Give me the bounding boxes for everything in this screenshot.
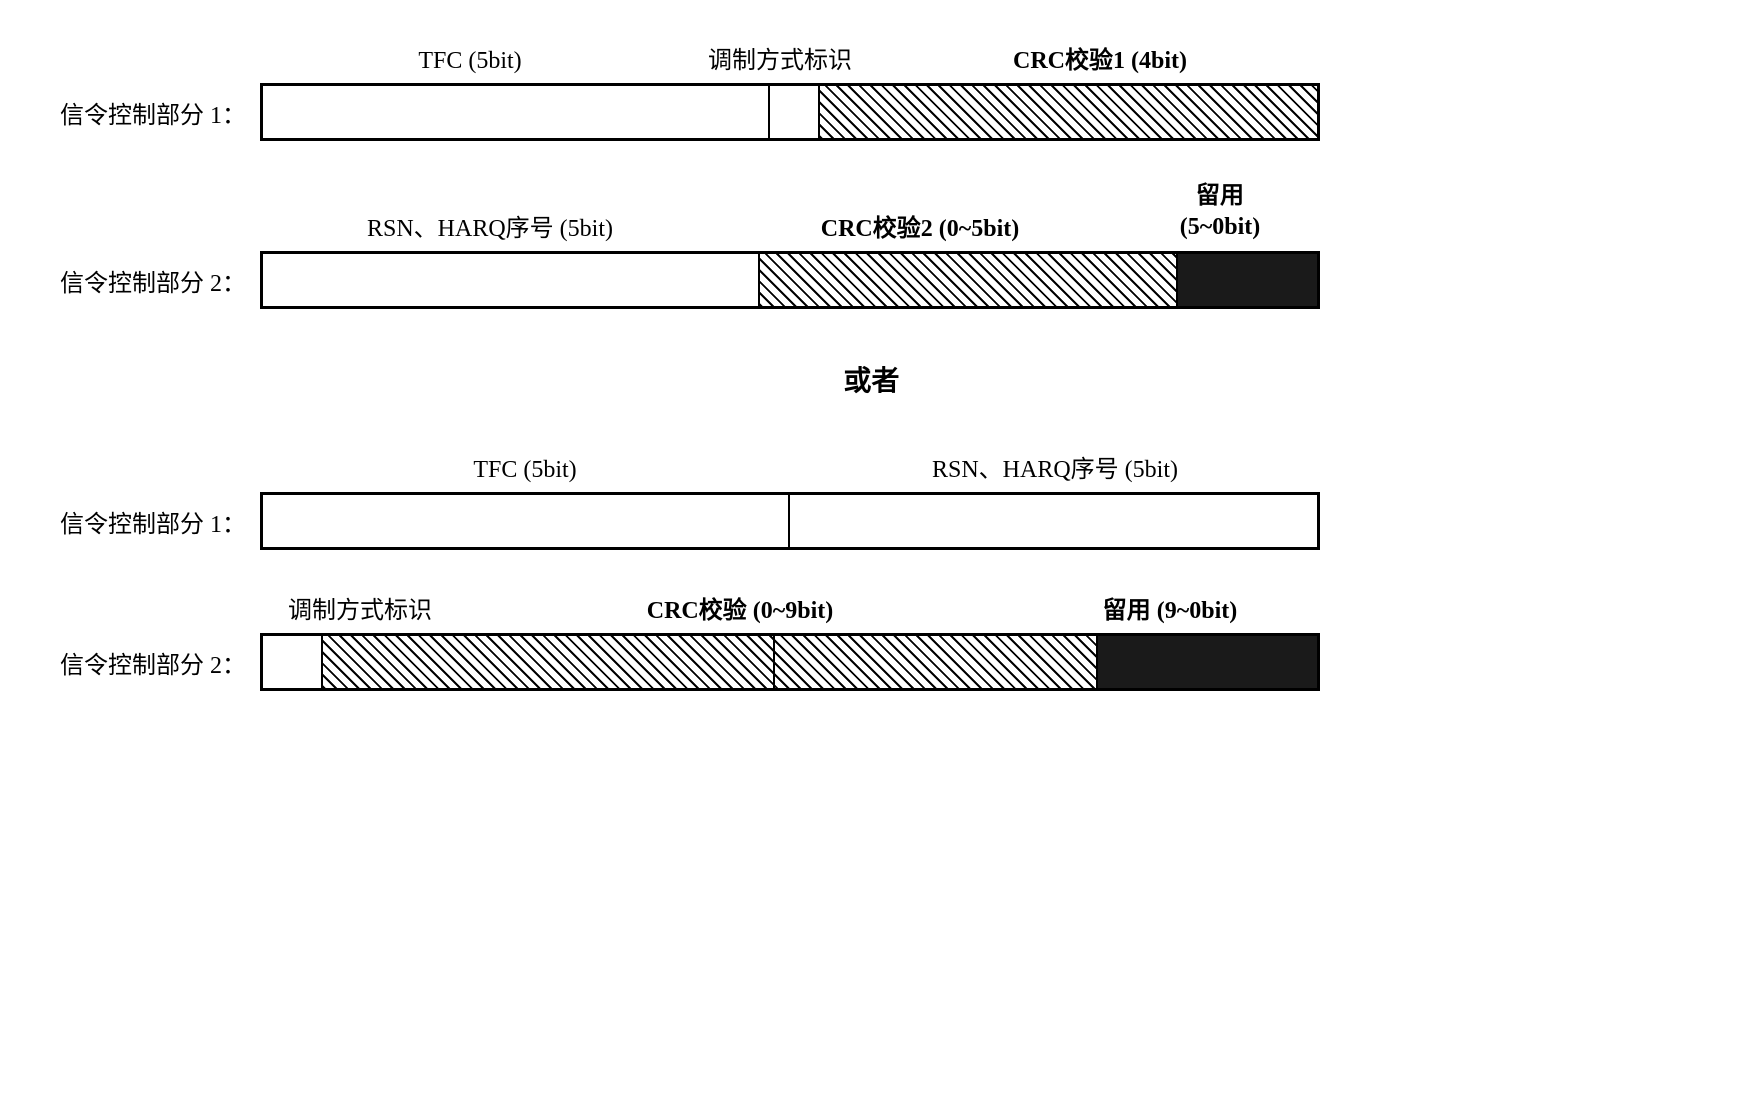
d2r1-seg-1	[790, 495, 1317, 547]
d1r2-seg-1	[760, 254, 1178, 306]
d2r2-seg-1	[323, 636, 1099, 688]
d2r2-seg-1-divider	[773, 636, 775, 688]
d1-row2-bar	[260, 251, 1320, 309]
d1r2-label-rsn: RSN、HARQ序号 (5bit)	[260, 208, 720, 243]
d2r1-label-tfc: TFC (5bit)	[260, 457, 790, 484]
d1-row2-rowlabel: 信令控制部分 2：	[60, 263, 260, 298]
d2-row2-bar	[260, 633, 1320, 691]
d2-row2-bar-row: 信令控制部分 2：	[60, 633, 1683, 691]
d1-row1-bar	[260, 83, 1320, 141]
d2-row1-rowlabel: 信令控制部分 1：	[60, 504, 260, 539]
d1r2-seg-2	[1178, 254, 1317, 306]
d2r2-seg-0	[263, 636, 323, 688]
d1-row2-bar-row: 信令控制部分 2：	[60, 251, 1683, 309]
d1r2-seg-0	[263, 254, 760, 306]
d1r2-label-reserved-line2: (5~0bit)	[1180, 214, 1260, 240]
d2r1-label-rsn: RSN、HARQ序号 (5bit)	[790, 449, 1320, 484]
d1-row1-bar-row: 信令控制部分 1：	[60, 83, 1683, 141]
d1-row1-labels: TFC (5bit) 调制方式标识 CRC校验1 (4bit)	[260, 40, 1683, 75]
separator-or: 或者	[60, 359, 1683, 399]
d1r2-label-reserved-line1: 留用	[1196, 183, 1244, 209]
d1r1-seg-0	[263, 86, 770, 138]
diagram-group-1: TFC (5bit) 调制方式标识 CRC校验1 (4bit) 信令控制部分 1…	[60, 40, 1683, 309]
d2-row2-rowlabel: 信令控制部分 2：	[60, 645, 260, 680]
d1r1-label-mod: 调制方式标识	[680, 40, 880, 75]
diagram-group-2: TFC (5bit) RSN、HARQ序号 (5bit) 信令控制部分 1： 调…	[60, 449, 1683, 691]
d2-row1-bar	[260, 492, 1320, 550]
d1r2-label-reserved: 留用 (5~0bit)	[1120, 181, 1320, 243]
d2-row1-labels: TFC (5bit) RSN、HARQ序号 (5bit)	[260, 449, 1683, 484]
d1r1-label-crc: CRC校验1 (4bit)	[880, 40, 1320, 75]
d2-row1-bar-row: 信令控制部分 1：	[60, 492, 1683, 550]
d1r1-seg-2	[820, 86, 1317, 138]
d2r2-seg-2	[1098, 636, 1317, 688]
d2r2-label-mod: 调制方式标识	[260, 590, 460, 625]
d2r2-label-crc: CRC校验 (0~9bit)	[460, 590, 1020, 625]
d1-row1-rowlabel: 信令控制部分 1：	[60, 95, 260, 130]
d1r1-label-tfc: TFC (5bit)	[260, 48, 680, 75]
d2-row2-labels: 调制方式标识 CRC校验 (0~9bit) 留用 (9~0bit)	[260, 590, 1683, 625]
d1-row2-labels: RSN、HARQ序号 (5bit) CRC校验2 (0~5bit) 留用 (5~…	[260, 181, 1683, 243]
d2r2-label-reserved: 留用 (9~0bit)	[1020, 590, 1320, 625]
d1r1-seg-1	[770, 86, 820, 138]
d2r1-seg-0	[263, 495, 790, 547]
d1r2-label-crc: CRC校验2 (0~5bit)	[720, 208, 1120, 243]
